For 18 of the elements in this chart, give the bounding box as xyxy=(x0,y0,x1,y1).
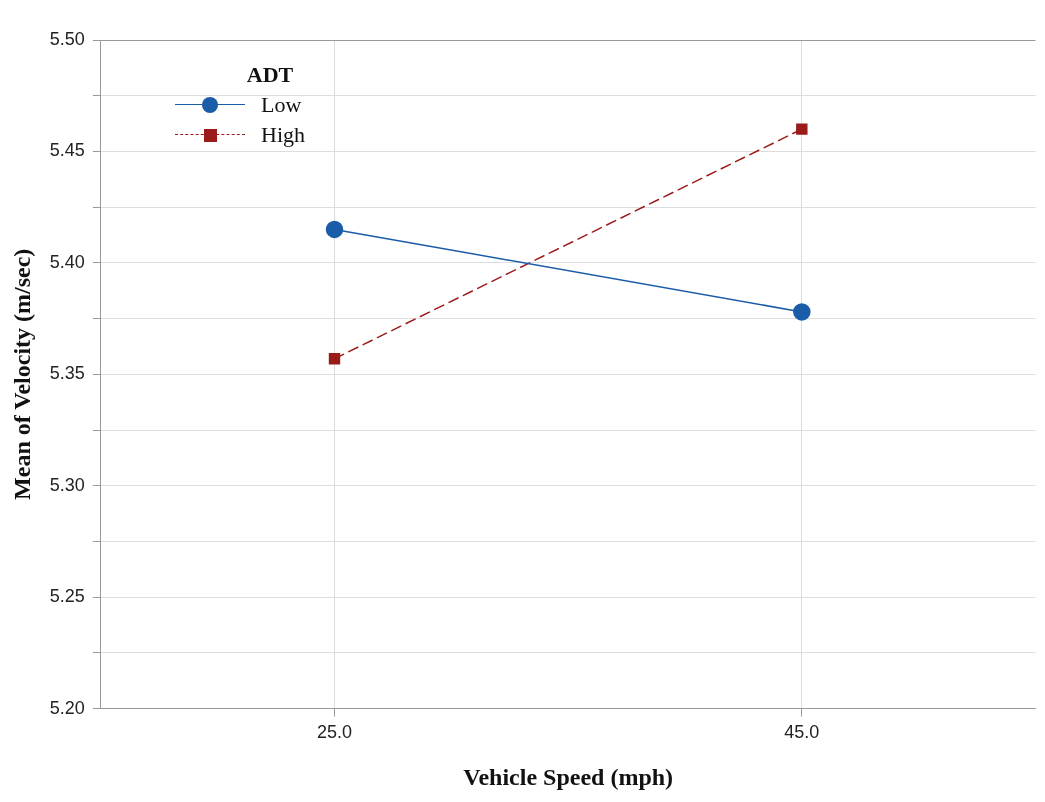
y-tick-label: 5.40 xyxy=(49,251,85,272)
y-tick-label: 5.45 xyxy=(49,140,85,161)
y-tick-label: 5.50 xyxy=(49,28,85,49)
y-axis-title: Mean of Velocity (m/sec) xyxy=(8,248,35,500)
legend-label: High xyxy=(261,122,305,148)
y-tick-label: 5.25 xyxy=(49,586,85,607)
point xyxy=(796,123,808,135)
y-tick-label: 5.35 xyxy=(49,363,85,384)
y-tick-label: 5.20 xyxy=(49,697,85,718)
legend-label: Low xyxy=(261,92,302,118)
x-tick-label: 45.0 xyxy=(784,722,820,743)
x-axis-title: Vehicle Speed (mph) xyxy=(463,763,674,790)
legend-title: ADT xyxy=(245,62,295,88)
y-tick-label: 5.30 xyxy=(49,474,85,495)
x-tick-label: 25.0 xyxy=(316,722,353,743)
point xyxy=(328,353,341,365)
point xyxy=(793,303,811,321)
point xyxy=(325,220,344,239)
